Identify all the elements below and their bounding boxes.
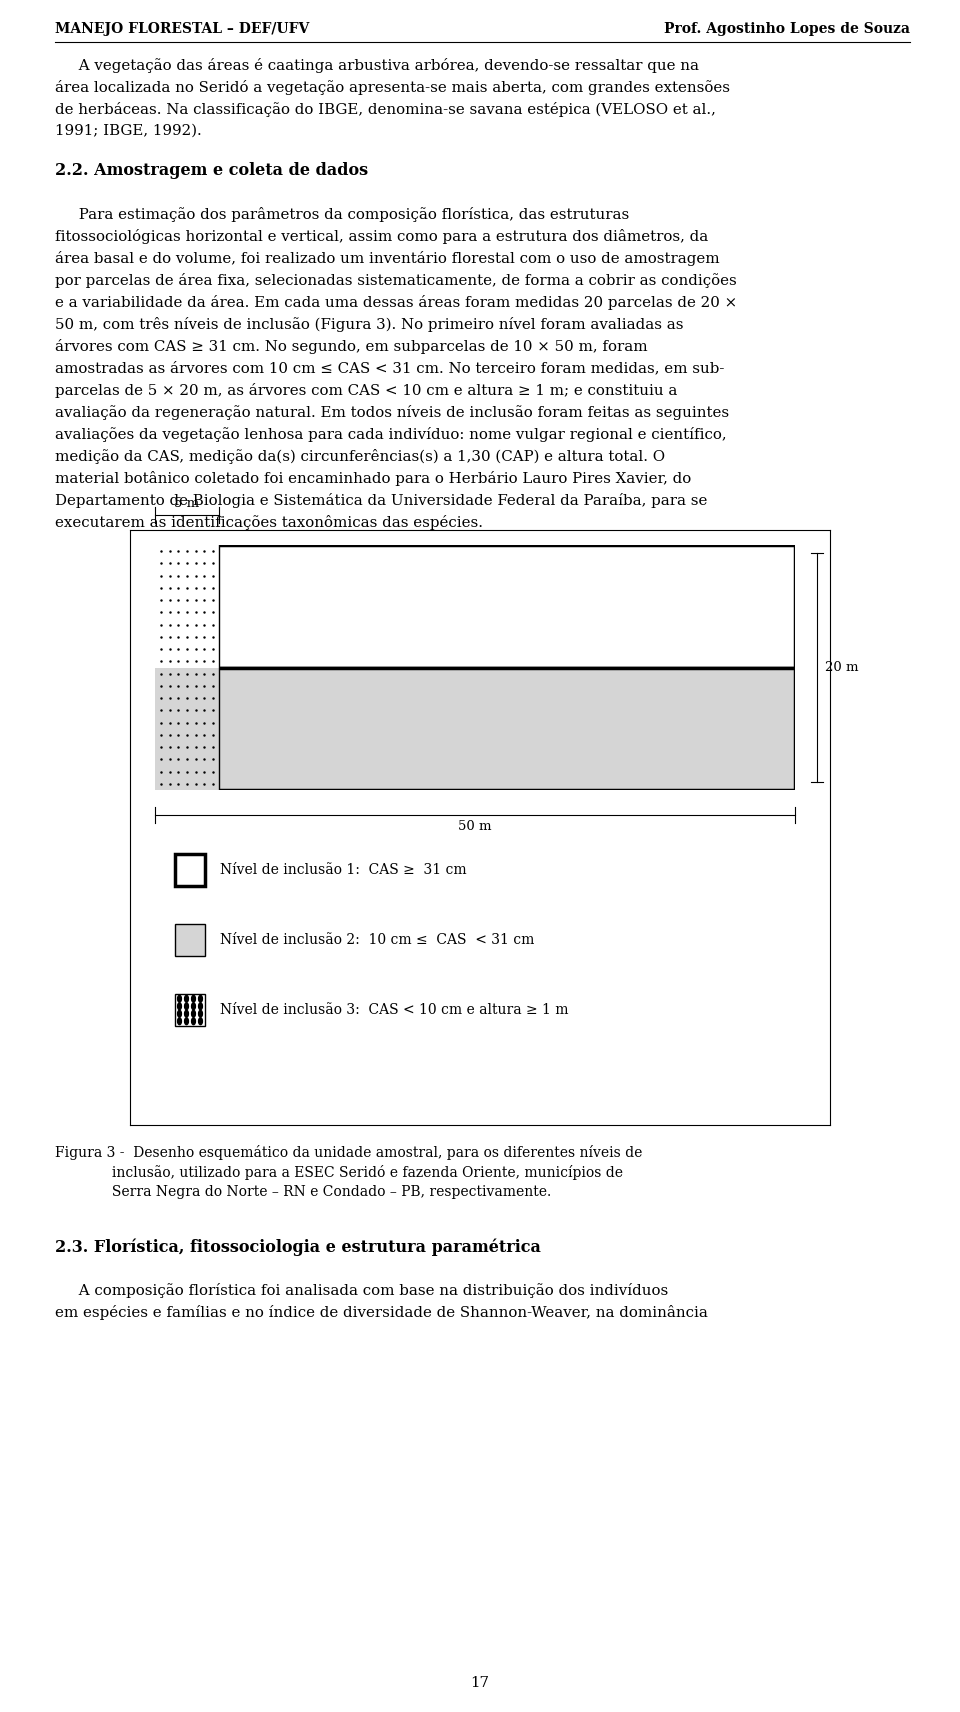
Text: A composição florística foi analisada com base na distribuição dos indivíduos: A composição florística foi analisada co… <box>55 1282 668 1298</box>
Text: fitossociológicas horizontal e vertical, assim como para a estrutura dos diâmetr: fitossociológicas horizontal e vertical,… <box>55 229 708 245</box>
Text: 20 m: 20 m <box>825 661 858 675</box>
Text: Figura 3 -  Desenho esquemático da unidade amostral, para os diferentes níveis d: Figura 3 - Desenho esquemático da unidad… <box>55 1145 642 1161</box>
Text: amostradas as árvores com 10 cm ≤ CAS < 31 cm. No terceiro foram medidas, em sub: amostradas as árvores com 10 cm ≤ CAS < … <box>55 361 725 375</box>
Text: e a variabilidade da área. Em cada uma dessas áreas foram medidas 20 parcelas de: e a variabilidade da área. Em cada uma d… <box>55 294 737 310</box>
Text: Nível de inclusão 1:  CAS ≥  31 cm: Nível de inclusão 1: CAS ≥ 31 cm <box>220 863 467 877</box>
Text: avaliações da vegetação lenhosa para cada indivíduo: nome vulgar regional e cien: avaliações da vegetação lenhosa para cad… <box>55 426 727 442</box>
Text: MANEJO FLORESTAL – DEF/UFV: MANEJO FLORESTAL – DEF/UFV <box>55 22 309 36</box>
Text: árvores com CAS ≥ 31 cm. No segundo, em subparcelas de 10 × 50 m, foram: árvores com CAS ≥ 31 cm. No segundo, em … <box>55 339 648 354</box>
Text: avaliação da regeneração natural. Em todos níveis de inclusão foram feitas as se: avaliação da regeneração natural. Em tod… <box>55 406 730 419</box>
Text: Nível de inclusão 3:  CAS < 10 cm e altura ≥ 1 m: Nível de inclusão 3: CAS < 10 cm e altur… <box>220 1003 568 1017</box>
Text: área basal e do volume, foi realizado um inventário florestal com o uso de amost: área basal e do volume, foi realizado um… <box>55 252 720 265</box>
Text: executarem as identificações taxonômicas das espécies.: executarem as identificações taxonômicas… <box>55 515 483 531</box>
Text: Serra Negra do Norte – RN e Condado – PB, respectivamente.: Serra Negra do Norte – RN e Condado – PB… <box>55 1185 551 1198</box>
Text: 1991; IBGE, 1992).: 1991; IBGE, 1992). <box>55 123 202 139</box>
Text: Prof. Agostinho Lopes de Souza: Prof. Agostinho Lopes de Souza <box>664 22 910 36</box>
Text: área localizada no Seridó a vegetação apresenta-se mais aberta, com grandes exte: área localizada no Seridó a vegetação ap… <box>55 80 730 94</box>
Text: 5 m: 5 m <box>175 496 200 510</box>
Text: 2.2. Amostragem e coleta de dados: 2.2. Amostragem e coleta de dados <box>55 163 368 180</box>
Text: A vegetação das áreas é caatinga arbustiva arbórea, devendo-se ressaltar que na: A vegetação das áreas é caatinga arbusti… <box>55 58 699 74</box>
Text: medição da CAS, medição da(s) circunferências(s) a 1,30 (CAP) e altura total. O: medição da CAS, medição da(s) circunferê… <box>55 449 665 464</box>
Text: 17: 17 <box>470 1676 490 1690</box>
Bar <box>155 544 795 668</box>
Text: inclusão, utilizado para a ESEC Seridó e fazenda Oriente, municípios de: inclusão, utilizado para a ESEC Seridó e… <box>55 1164 623 1180</box>
Text: 50 m: 50 m <box>458 820 492 834</box>
Text: 50 m, com três níveis de inclusão (Figura 3). No primeiro nível foram avaliadas : 50 m, com três níveis de inclusão (Figur… <box>55 317 684 332</box>
Text: Nível de inclusão 2:  10 cm ≤  CAS  < 31 cm: Nível de inclusão 2: 10 cm ≤ CAS < 31 cm <box>220 933 535 947</box>
Text: por parcelas de área fixa, selecionadas sistematicamente, de forma a cobrir as c: por parcelas de área fixa, selecionadas … <box>55 272 736 288</box>
Text: parcelas de 5 × 20 m, as árvores com CAS < 10 cm e altura ≥ 1 m; e constituiu a: parcelas de 5 × 20 m, as árvores com CAS… <box>55 383 678 397</box>
Bar <box>155 544 219 668</box>
Bar <box>155 668 795 789</box>
Text: Para estimação dos parâmetros da composição florística, das estruturas: Para estimação dos parâmetros da composi… <box>55 207 629 223</box>
Text: Departamento de Biologia e Sistemática da Universidade Federal da Paraíba, para : Departamento de Biologia e Sistemática d… <box>55 493 708 508</box>
Text: 2.3. Florística, fitossociologia e estrutura paramétrica: 2.3. Florística, fitossociologia e estru… <box>55 1238 540 1255</box>
Text: material botânico coletado foi encaminhado para o Herbário Lauro Pires Xavier, d: material botânico coletado foi encaminha… <box>55 471 691 486</box>
Text: em espécies e famílias e no índice de diversidade de Shannon-Weaver, na dominânc: em espécies e famílias e no índice de di… <box>55 1305 708 1320</box>
Bar <box>155 668 219 789</box>
Text: de herbáceas. Na classificação do IBGE, denomina-se savana estépica (VELOSO et a: de herbáceas. Na classificação do IBGE, … <box>55 103 716 116</box>
